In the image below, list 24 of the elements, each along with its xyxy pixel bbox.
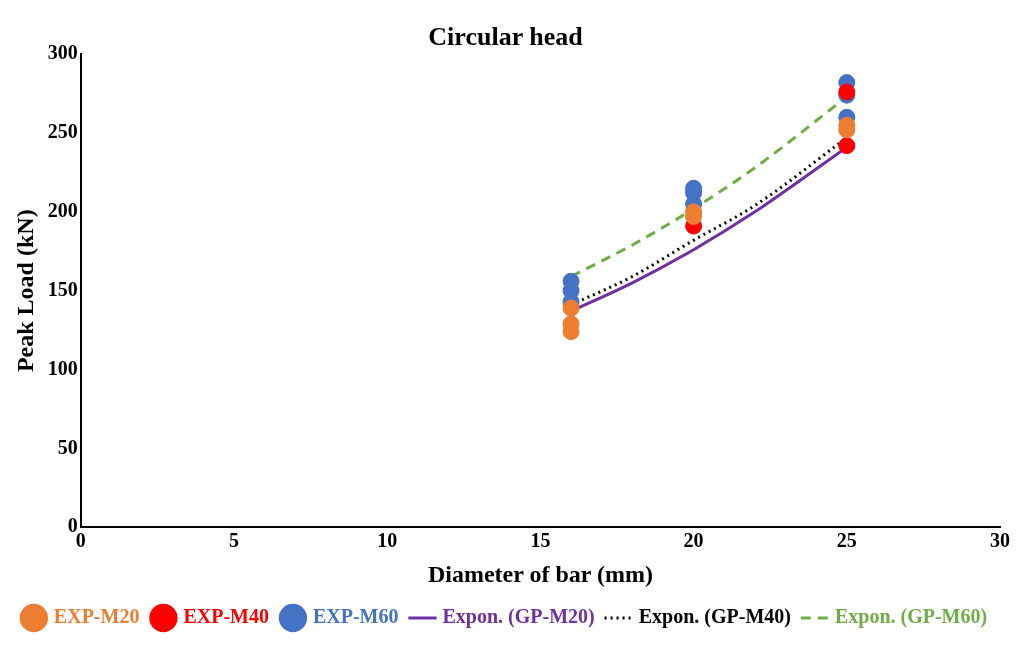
legend-label: Expon. (GP-M60) xyxy=(834,605,988,629)
x-tick-label: 10 xyxy=(377,529,398,552)
y-tick-label: 50 xyxy=(57,435,78,458)
x-tick-label: 20 xyxy=(683,529,704,552)
y-tick-label: 0 xyxy=(67,514,78,537)
y-tick-label: 250 xyxy=(47,120,78,143)
x-tick-label: 30 xyxy=(990,529,1010,552)
y-tick-label: 150 xyxy=(47,277,78,300)
legend-label: EXP-M60 xyxy=(312,605,399,628)
point xyxy=(838,137,856,155)
x-axis-title: Diameter of bar (mm) xyxy=(427,560,653,587)
y-tick-label: 300 xyxy=(47,41,78,64)
x-tick-label: 5 xyxy=(229,529,239,552)
y-axis-title: Peak Load (kN) xyxy=(11,209,38,373)
y-tick-label: 200 xyxy=(47,199,78,222)
x-tick-label: 25 xyxy=(836,529,857,552)
point xyxy=(562,299,580,317)
y-tick-label: 100 xyxy=(47,356,78,379)
legend-label: Expon. (GP-M40) xyxy=(638,605,791,629)
legend-label: Expon. (GP-M20) xyxy=(442,605,595,629)
chart-title: Circular head xyxy=(428,22,584,52)
legend-label: EXP-M20 xyxy=(53,605,140,628)
x-tick-label: 15 xyxy=(530,529,551,552)
legend-label: EXP-M40 xyxy=(183,605,269,628)
